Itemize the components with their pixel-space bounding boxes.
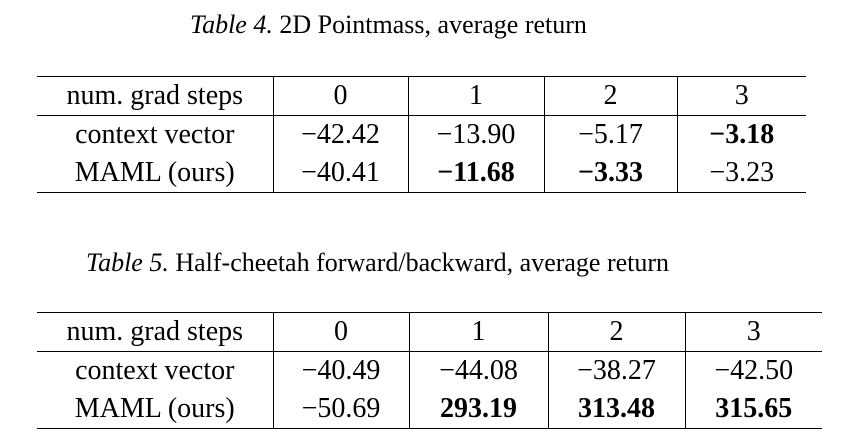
value-cell: −40.49 [272,351,409,390]
value-cell: −40.41 [272,154,408,193]
table-caption: Table 4. 2D Pointmass, average return [190,10,587,40]
value-cell: −3.18 [676,115,806,154]
header-cell: 0 [272,312,409,352]
header-cell: 3 [684,312,822,352]
header-cell: num. grad steps [37,76,273,116]
table-caption: Table 5. Half-cheetah forward/backward, … [86,248,669,278]
header-cell: 2 [547,312,685,352]
row-label-cell: context vector [75,355,235,386]
header-cell: 1 [408,312,548,352]
row-label-cell: MAML (ours) [37,154,273,193]
header-cell: 0 [272,76,408,116]
header-cell: 3 [676,76,806,116]
value-cell: −3.33 [543,154,677,193]
value-cell: −3.23 [676,154,806,193]
value-cell: −44.08 [408,351,548,390]
caption-label: Table 5. [86,248,169,277]
value-cell: −5.17 [543,115,677,154]
value-cell: −13.90 [407,115,544,154]
value-cell: 315.65 [684,390,822,429]
value-cell: −50.69 [272,390,409,429]
table-row: MAML (ours) −50.69 293.19 313.48 315.65 [37,390,822,429]
header-cell: 2 [543,76,677,116]
value-cell: −11.68 [407,154,544,193]
table-header-row: num. grad steps 0 1 2 3 [37,76,806,116]
value-cell: 313.48 [547,390,685,429]
table-row: context vector −40.49 −44.08 −38.27 −42.… [37,351,822,390]
caption-text: Half-cheetah forward/backward, average r… [175,248,670,277]
row-label-cell: MAML (ours) [37,390,273,429]
results-table: num. grad steps 0 1 2 3 context vector −… [37,76,806,193]
results-table: num. grad steps 0 1 2 3 context vector −… [37,312,822,429]
table-row: MAML (ours) −40.41 −11.68 −3.33 −3.23 [37,154,806,193]
value-cell: 293.19 [408,390,548,429]
value-cell: −38.27 [547,351,685,390]
caption-label: Table 4. [190,10,273,39]
table-header-row: num. grad steps 0 1 2 3 [37,312,822,352]
row-label-cell: context vector [75,119,235,150]
table-row: context vector −42.42 −13.90 −5.17 −3.18 [37,115,806,154]
header-cell: 1 [407,76,544,116]
caption-text: 2D Pointmass, average return [279,10,587,39]
value-cell: −42.50 [684,351,822,390]
header-cell: num. grad steps [37,312,273,352]
value-cell: −42.42 [272,115,408,154]
